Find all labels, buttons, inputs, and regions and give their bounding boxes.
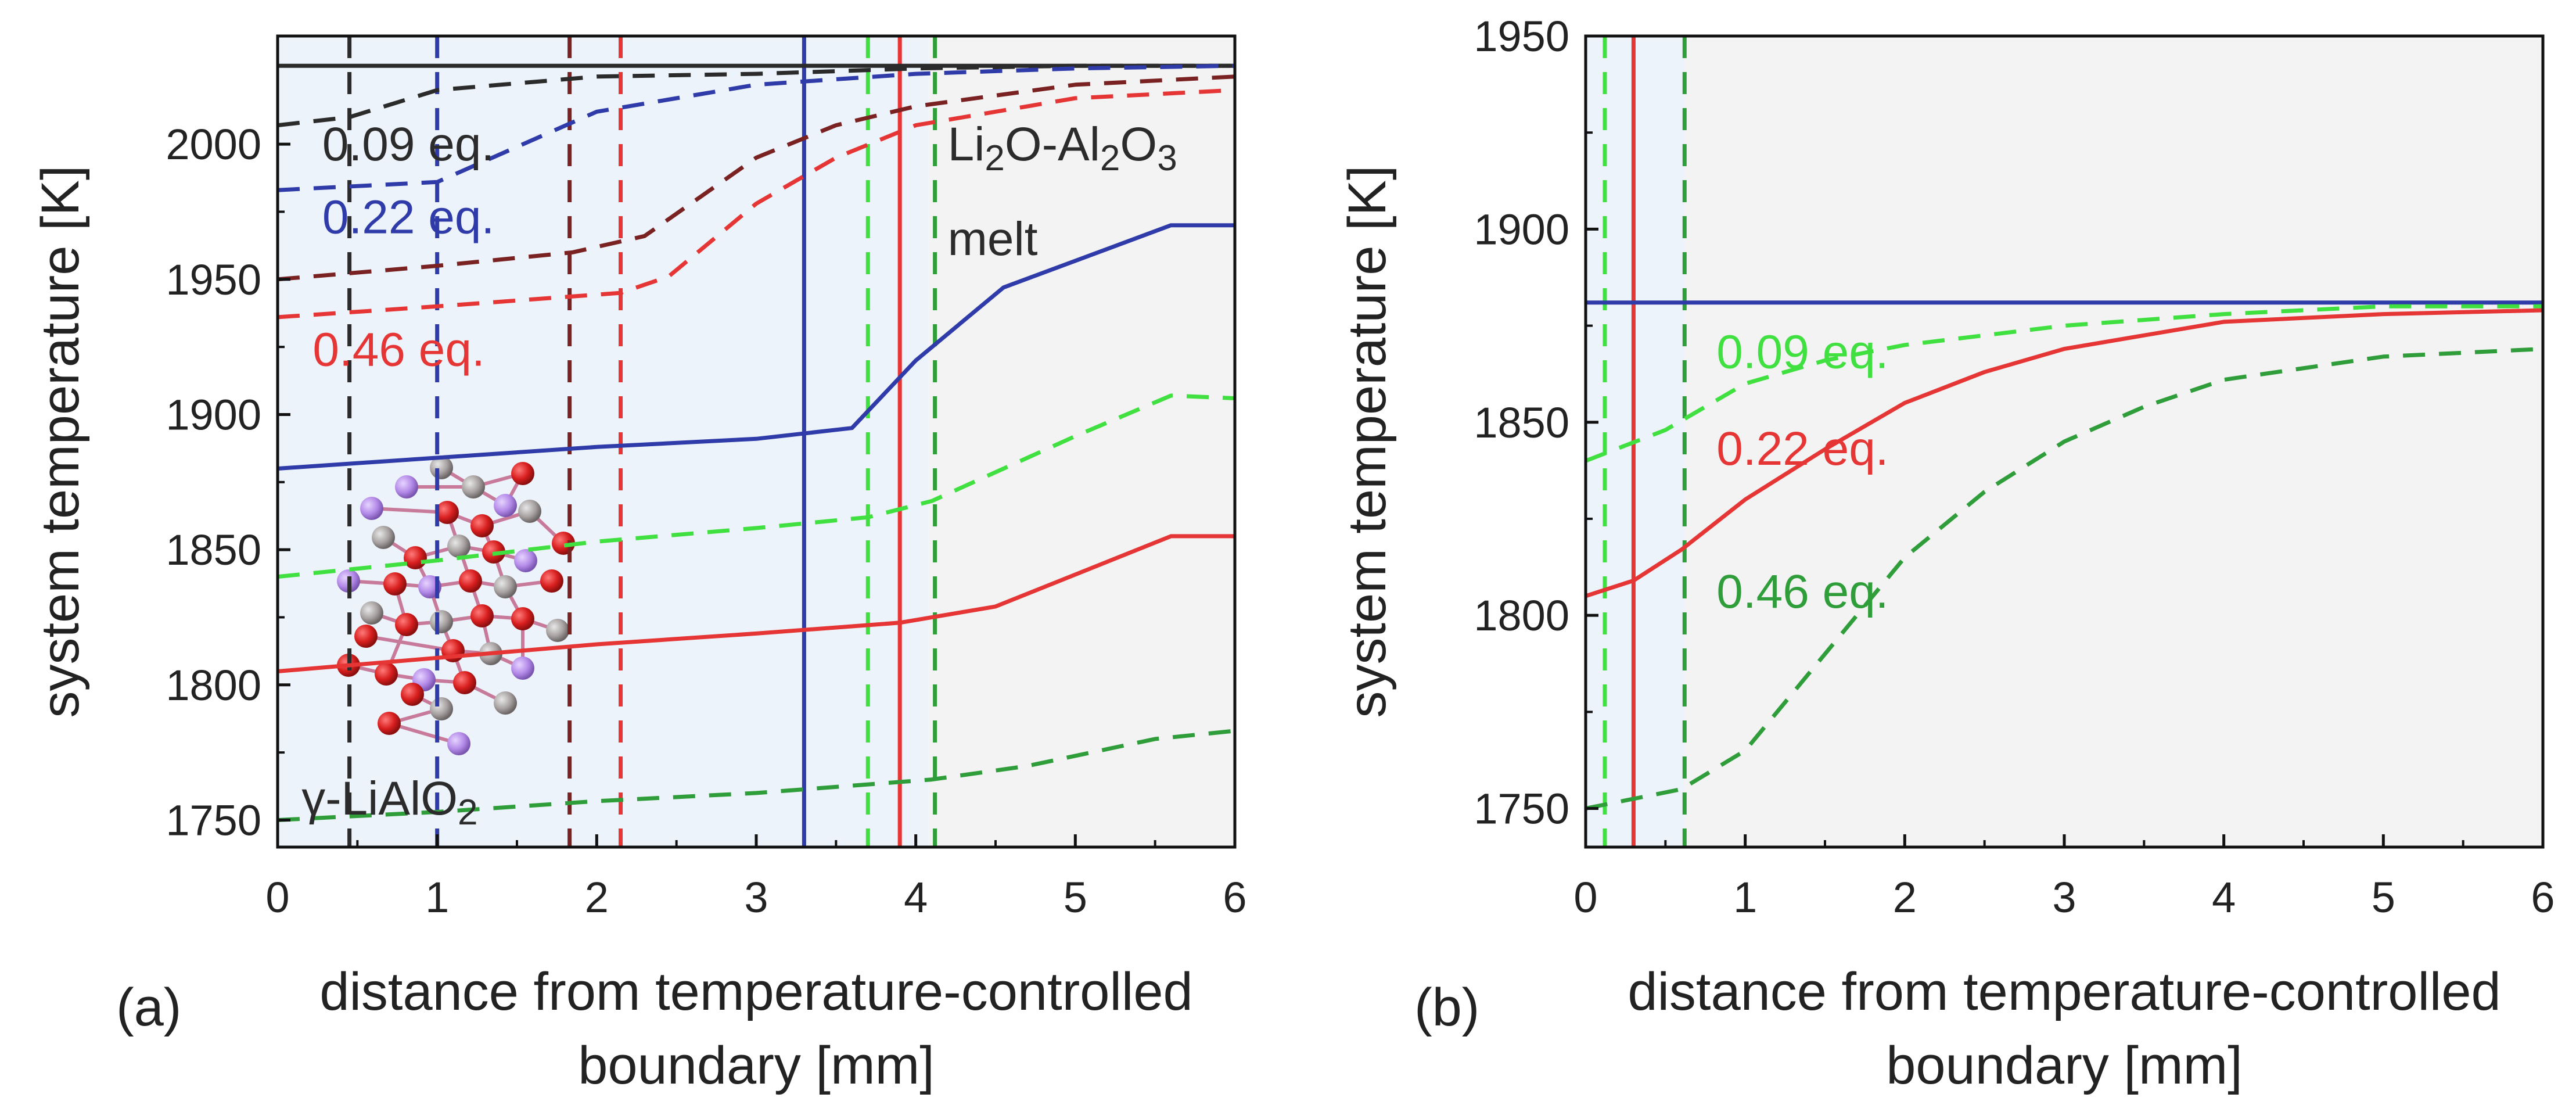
crystal-atom bbox=[430, 697, 453, 720]
panel-a-series-2 bbox=[278, 63, 1235, 192]
crystal-atom bbox=[360, 601, 383, 625]
crystal-atom bbox=[511, 607, 534, 630]
panel-a-ylabel: system temperature [K] bbox=[31, 166, 90, 718]
crystal-atom bbox=[447, 732, 470, 755]
panel-b-ytick-label-2: 1850 bbox=[1474, 399, 1569, 447]
panel-b-xtick-label-1: 1 bbox=[1733, 873, 1757, 921]
panel-a-ytick-label-1: 1800 bbox=[166, 661, 261, 709]
panel-b-series-3 bbox=[1586, 347, 2543, 810]
crystal-atom bbox=[395, 613, 418, 636]
panel-a-annotation-5: melt bbox=[948, 213, 1038, 266]
crystal-bond bbox=[365, 634, 454, 652]
panel-b-label: (b) bbox=[1414, 978, 1479, 1037]
crystal-atom bbox=[462, 475, 485, 498]
crystal-atom bbox=[395, 475, 418, 498]
panel-a-xtick-label-0: 0 bbox=[265, 873, 289, 921]
panel-b-xtick-label-0: 0 bbox=[1573, 873, 1597, 921]
panel-a-ytick-label-5: 2000 bbox=[166, 120, 261, 168]
panel-a-xtick-label-1: 1 bbox=[425, 873, 449, 921]
panel-b-ytick-label-4: 1950 bbox=[1474, 12, 1569, 60]
panel-b-series-2 bbox=[1586, 308, 2543, 598]
crystal-atom bbox=[447, 535, 470, 558]
crystal-atom bbox=[494, 494, 517, 517]
panel-a-ytick-label-2: 1850 bbox=[166, 526, 261, 574]
panel-a-annotation-1: 0.22 eq. bbox=[322, 191, 494, 244]
crystal-atom bbox=[436, 501, 459, 524]
crystal-atom bbox=[540, 569, 563, 593]
panel-b-annotation-1: 0.22 eq. bbox=[1716, 422, 1888, 475]
crystal-atom bbox=[372, 526, 395, 549]
panel-a-xtick-label-4: 4 bbox=[904, 873, 928, 921]
crystal-bond bbox=[371, 507, 448, 514]
gamma-lialo2-crystal-image bbox=[337, 456, 575, 755]
crystal-atom bbox=[494, 575, 517, 598]
panel-b-xtick-label-2: 2 bbox=[1893, 873, 1917, 921]
crystal-atom bbox=[378, 712, 401, 735]
crystal-atom bbox=[401, 683, 424, 706]
panel-a-series-4 bbox=[278, 88, 1235, 320]
crystal-atom bbox=[430, 610, 453, 633]
panel-a-xtick-label-5: 5 bbox=[1064, 873, 1087, 921]
crystal-bond bbox=[389, 722, 459, 745]
panel-a-xtick-label-3: 3 bbox=[744, 873, 768, 921]
panel-a-series-1 bbox=[278, 63, 1235, 128]
panel-b-ytick-label-1: 1800 bbox=[1474, 591, 1569, 640]
panel-b-annotation-0: 0.09 eq. bbox=[1716, 326, 1888, 379]
panel-b-xlabel-line1: distance from temperature-controlled bbox=[1627, 962, 2500, 1021]
crystal-atom bbox=[383, 572, 407, 596]
crystal-atom bbox=[514, 549, 537, 572]
crystal-atom bbox=[546, 619, 569, 642]
panel-b-region-1 bbox=[1684, 36, 2543, 847]
panel-a-xlabel-line1: distance from temperature-controlled bbox=[319, 962, 1192, 1021]
panel-b-chart: 0 1 2 3 4 5 6 1750 1800 1850 1900 1950 0.09 eq. 0.22… bbox=[1338, 12, 2555, 1095]
panel-b-ytick-label-0: 1750 bbox=[1474, 785, 1569, 833]
panel-b-xtick-label-3: 3 bbox=[2052, 873, 2076, 921]
crystal-atom bbox=[354, 625, 378, 648]
panel-a-series-5 bbox=[278, 223, 1235, 471]
panel-a-ytick-label-0: 1750 bbox=[166, 796, 261, 844]
crystal-atom bbox=[459, 569, 482, 593]
panel-a-ytick-label-4: 1950 bbox=[166, 256, 261, 304]
panel-a-annotation-4: Li2O-Al2O3 bbox=[948, 118, 1177, 178]
panel-b-xtick-label-5: 5 bbox=[2372, 873, 2395, 921]
panel-a-annotation-2: 0.46 eq. bbox=[312, 324, 484, 376]
crystal-atom bbox=[470, 604, 494, 627]
panel-b-xtick-label-6: 6 bbox=[2531, 873, 2555, 921]
panel-b-ylabel: system temperature [K] bbox=[1338, 166, 1397, 718]
panel-a-ytick-label-3: 1900 bbox=[166, 390, 261, 439]
panel-a-xtick-label-6: 6 bbox=[1223, 873, 1246, 921]
panel-a-region-0 bbox=[278, 36, 929, 847]
panel-a-label: (a) bbox=[116, 978, 181, 1037]
crystal-atom bbox=[511, 657, 534, 680]
crystal-atom bbox=[494, 691, 517, 715]
panel-b-xtick-label-4: 4 bbox=[2212, 873, 2236, 921]
panel-a-annotation-0: 0.09 eq. bbox=[322, 118, 494, 171]
panel-b-annotation-2: 0.46 eq. bbox=[1716, 565, 1888, 618]
crystal-atom bbox=[518, 500, 541, 523]
panel-b-xlabel-line2: boundary [mm] bbox=[1886, 1036, 2243, 1095]
panel-a-series-6 bbox=[278, 393, 1235, 579]
crystal-atom bbox=[470, 514, 494, 537]
panel-a-xtick-label-2: 2 bbox=[585, 873, 609, 921]
crystal-atom bbox=[375, 662, 398, 686]
panel-a-series-3 bbox=[278, 74, 1235, 282]
panel-a-series-7 bbox=[278, 534, 1235, 673]
crystal-atom bbox=[511, 462, 534, 485]
panel-b-ytick-label-3: 1900 bbox=[1474, 205, 1569, 253]
panel-b-series-1 bbox=[1586, 304, 2543, 463]
panel-a-region-1 bbox=[928, 36, 1235, 847]
panel-a-chart: 0 1 2 3 4 5 6 1750 1800 1850 1900 1950 2000 0.09 eq.… bbox=[31, 34, 1247, 1095]
panel-a-xlabel-line2: boundary [mm] bbox=[578, 1036, 935, 1095]
crystal-atom bbox=[404, 546, 427, 569]
crystal-atom bbox=[360, 497, 383, 520]
crystal-atom bbox=[453, 671, 476, 694]
panel-a-annotation-3: γ-LiAlO2 bbox=[301, 772, 477, 833]
panel-a-series-8 bbox=[278, 729, 1235, 822]
